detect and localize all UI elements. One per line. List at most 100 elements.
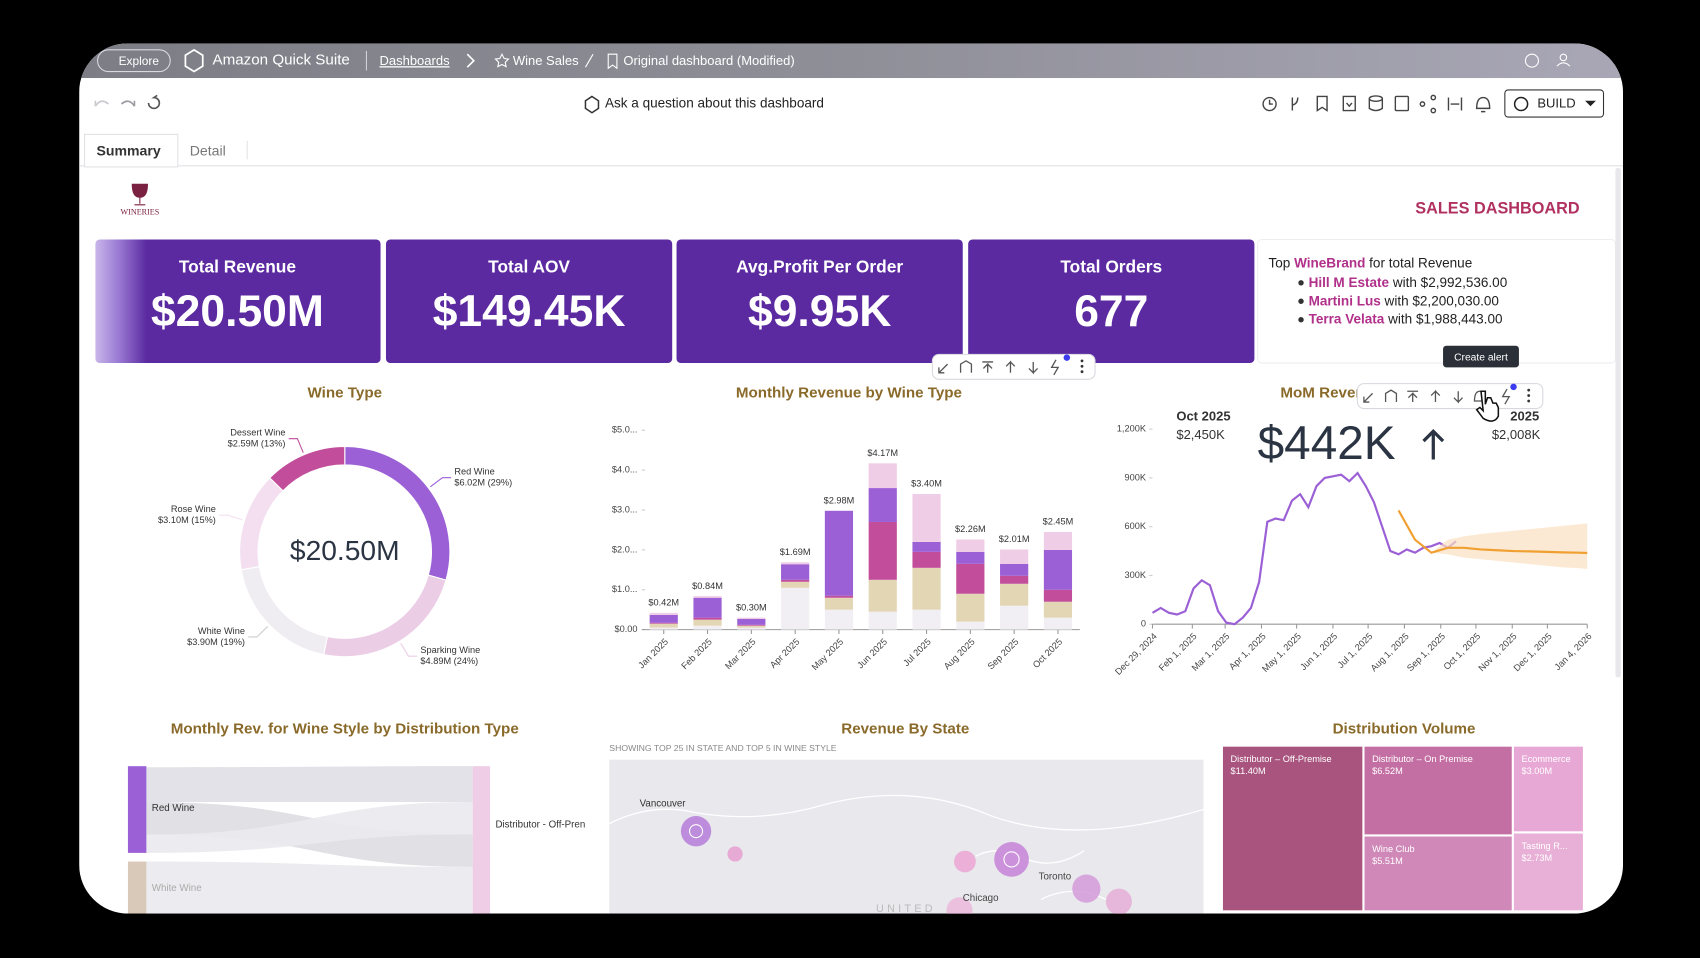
sankey-label: Distributor - Off-Pren <box>495 819 585 830</box>
chart-title: Revenue By State <box>841 720 969 737</box>
annotation-value: $2,008K <box>1492 427 1541 442</box>
leader-line <box>219 514 243 521</box>
more-dot[interactable] <box>1080 364 1084 368</box>
bar-segment <box>693 625 722 630</box>
leader-line <box>288 438 304 453</box>
more-dot[interactable] <box>1080 359 1084 363</box>
cell-value: $6.52M <box>1372 766 1403 776</box>
slice-value: $4.89M (24%) <box>420 656 478 666</box>
toolbar-bg <box>931 353 1096 380</box>
redo-icon[interactable] <box>120 100 136 107</box>
bookmark-icon <box>607 53 618 70</box>
app-name: Amazon Quick Suite <box>213 52 350 69</box>
bar-segment <box>781 562 810 565</box>
map-bubbles <box>680 816 1132 914</box>
y-tick-label: $3.0... <box>612 504 638 514</box>
brand-name: Terra Velata <box>1309 311 1385 326</box>
bar-segment <box>1000 549 1029 564</box>
treemap-cell <box>1513 833 1583 911</box>
map-place: Chicago <box>963 893 999 904</box>
build-button[interactable] <box>1504 89 1605 118</box>
breadcrumb-current: Original dashboard (Modified) <box>623 53 794 68</box>
donut-center-label: $20.50M <box>290 534 400 566</box>
bar-segment <box>1000 583 1029 606</box>
undo-icon[interactable] <box>94 100 109 107</box>
brand-item: Terra Velata with $1,988,443.00 <box>1309 311 1503 326</box>
map-bubble <box>994 842 1029 877</box>
panel: Explore Amazon Quick Suite Dashboards Wi… <box>79 43 1624 914</box>
bar-segment <box>956 563 985 594</box>
reset-icon[interactable] <box>147 94 161 110</box>
toolbar-buttons[interactable] <box>938 359 1060 376</box>
bar-segment <box>737 617 766 619</box>
breadcrumb-item[interactable]: Wine Sales <box>513 53 579 68</box>
treemap-cell <box>1513 746 1583 832</box>
more-dot[interactable] <box>1527 399 1531 403</box>
bullet <box>1298 316 1304 323</box>
star-icon[interactable] <box>494 52 510 68</box>
sankey-flow <box>146 801 473 853</box>
tooltip <box>1443 345 1519 368</box>
map-subtitle: SHOWING TOP 25 IN STATE AND TOP 5 IN WIN… <box>609 743 836 753</box>
brand-name: Hill M Estate <box>1309 274 1390 289</box>
slice-value: $6.02M (29%) <box>454 478 512 488</box>
status-dot <box>1510 383 1517 391</box>
total-label: $3.40M <box>911 479 942 489</box>
slice-label: Dessert Wine <box>230 428 285 438</box>
bar-segment <box>649 622 678 624</box>
kpi-label: Avg.Profit Per Order <box>736 256 903 276</box>
dashboard-title: SALES DASHBOARD <box>1415 199 1580 217</box>
scrollbar[interactable] <box>1615 167 1621 678</box>
slice-value: $2.59M (13%) <box>228 439 286 449</box>
more-dot[interactable] <box>1527 388 1531 392</box>
cell-label: Ecommerce <box>1522 754 1571 764</box>
logo-text: WINERIES <box>120 207 159 216</box>
slice-value: $3.10M (15%) <box>158 515 216 525</box>
total-label: $0.30M <box>736 602 767 612</box>
bar-segment <box>912 551 941 568</box>
build-caret[interactable] <box>1585 100 1596 107</box>
explore-label[interactable]: Explore <box>119 54 160 68</box>
kpi-card <box>676 239 963 364</box>
brand-revenue: with $2,992,536.00 <box>1392 274 1507 289</box>
map-bubble <box>1105 888 1132 914</box>
sankey <box>127 766 491 914</box>
chevron <box>466 53 475 68</box>
visual-toolbar[interactable] <box>931 353 1096 380</box>
more-dot[interactable] <box>1080 370 1084 374</box>
tab[interactable]: Detail <box>190 142 226 158</box>
bar-segment <box>868 579 897 612</box>
kpi-card <box>968 239 1255 364</box>
kpi-label: Total Revenue <box>179 256 297 276</box>
breadcrumb-link[interactable]: Dashboards <box>379 53 450 68</box>
ask-prompt[interactable]: Ask a question about this dashboard <box>605 96 824 111</box>
toolbar-bg <box>1356 383 1544 410</box>
map-bubble <box>680 816 712 847</box>
bar-segment <box>649 627 678 630</box>
map-bubble <box>946 897 973 914</box>
more-dot[interactable] <box>1527 394 1531 397</box>
visual-toolbar[interactable] <box>1356 383 1544 410</box>
map-bubble-ring <box>688 824 704 839</box>
toolbar-icons[interactable] <box>1262 94 1491 114</box>
bar-segment <box>1043 531 1073 550</box>
bar-segment <box>956 539 985 552</box>
y-tick-label: $4.0... <box>612 465 638 475</box>
bar-segment <box>868 463 897 489</box>
user-icon[interactable] <box>1559 53 1568 62</box>
bar-segment <box>912 609 941 630</box>
y-tick-label: 900K <box>1124 472 1146 482</box>
build-label[interactable]: BUILD <box>1537 95 1575 110</box>
tab[interactable]: Summary <box>96 142 160 158</box>
slice-label: White Wine <box>198 626 245 636</box>
map-bubble <box>727 846 743 862</box>
bar-segment <box>781 587 810 630</box>
bar-segment <box>781 564 810 580</box>
help-icon[interactable] <box>1524 53 1539 68</box>
charts: Red Wine$6.02M (29%) Sparking Wine$4.89M … <box>158 424 1594 911</box>
bar-segment <box>781 579 810 582</box>
explore-button[interactable] <box>97 49 171 73</box>
top-bar <box>79 43 1624 79</box>
